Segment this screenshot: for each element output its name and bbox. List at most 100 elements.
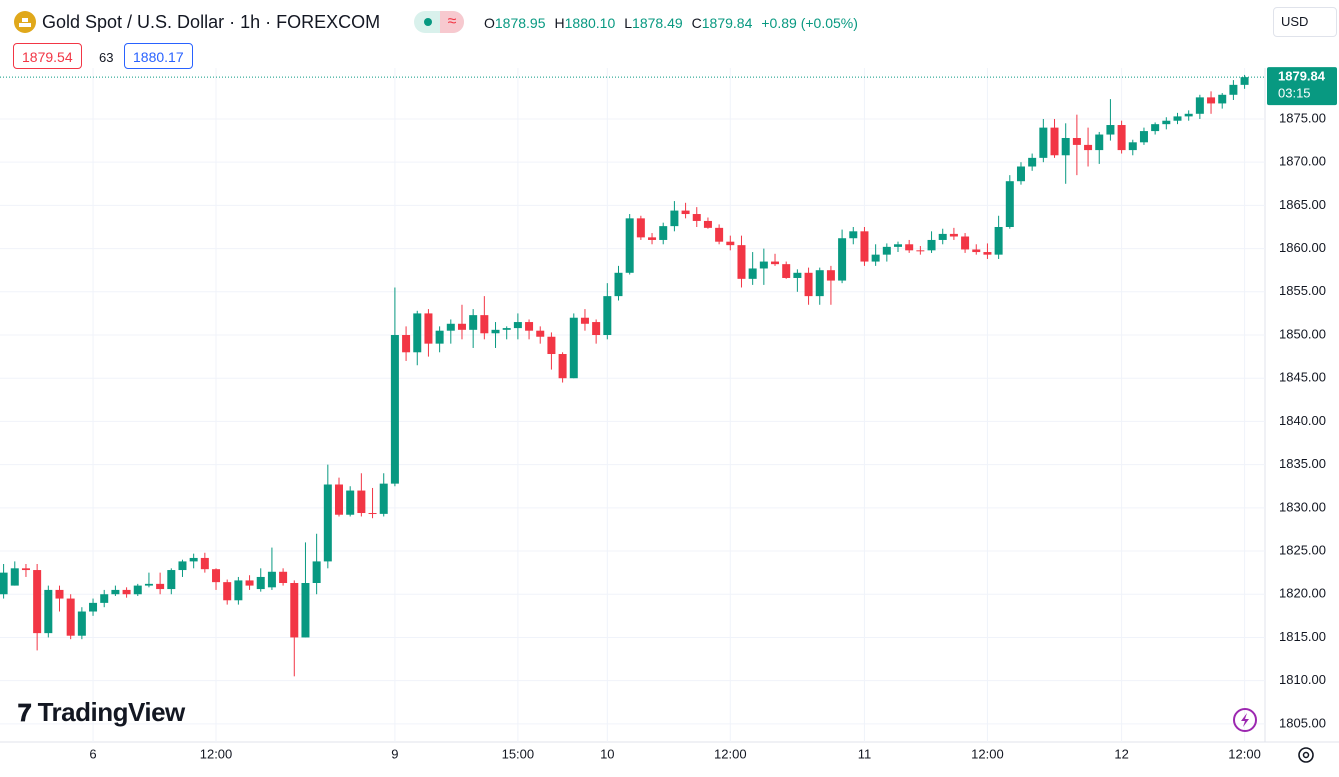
- candle-body: [726, 241, 735, 246]
- candle-body: [357, 490, 366, 514]
- candle-body: [1072, 137, 1081, 145]
- candle-body: [44, 589, 53, 634]
- candle-body: [256, 576, 265, 590]
- candle-body: [536, 330, 545, 337]
- ask[interactable]: 1880.17: [124, 43, 193, 69]
- y-tick-label: 1820.00: [1279, 586, 1326, 601]
- symbol-title: Gold Spot / U.S. Dollar · 1h · FOREXCOM: [42, 12, 381, 32]
- candle-body: [10, 568, 19, 586]
- candle-body: [379, 483, 388, 514]
- candle-body: [1139, 131, 1148, 143]
- candle-body: [894, 244, 902, 247]
- candle-body: [983, 252, 992, 255]
- candle-body: [592, 322, 601, 336]
- candle-body: [759, 261, 768, 269]
- candle-body: [1184, 113, 1193, 117]
- candle-body: [55, 589, 64, 599]
- candle-body: [402, 335, 411, 353]
- countdown: 03:15: [1278, 86, 1311, 101]
- candle-body: [547, 336, 556, 355]
- y-tick-label: 1875.00: [1279, 110, 1326, 125]
- candle-body: [200, 557, 209, 570]
- bid[interactable]: 1879.54: [13, 43, 82, 69]
- y-tick-label: 1865.00: [1279, 197, 1326, 212]
- candle-body: [1061, 137, 1070, 156]
- x-tick-label: 12: [1114, 746, 1128, 761]
- candle-body: [860, 231, 869, 262]
- candle-body: [782, 264, 791, 278]
- lightning-icon[interactable]: [1232, 707, 1258, 733]
- candle-body: [89, 602, 98, 612]
- candle-body: [580, 317, 589, 324]
- candle-body: [111, 589, 120, 595]
- candle-body: [301, 583, 310, 638]
- candle-body: [469, 315, 478, 330]
- candle-body: [502, 328, 511, 330]
- candle-body: [435, 330, 444, 344]
- candle-body: [525, 322, 534, 331]
- candle-body: [279, 571, 288, 584]
- candle-body: [267, 571, 276, 588]
- candle-body: [558, 354, 567, 379]
- candle-body: [312, 561, 321, 584]
- candle-body: [480, 315, 489, 334]
- x-tick-label: 12:00: [714, 746, 747, 761]
- candle-body: [972, 249, 981, 253]
- candle-body: [603, 296, 612, 336]
- y-tick-label: 1845.00: [1279, 370, 1326, 385]
- currency[interactable]: USD: [1273, 7, 1337, 37]
- candle-body: [368, 513, 377, 515]
- candle-body: [1229, 84, 1238, 95]
- candle-body: [703, 220, 712, 228]
- ohlc-label: C: [691, 15, 702, 31]
- candle-body: [346, 490, 355, 515]
- candle-body: [648, 237, 657, 240]
- y-tick-label: 1825.00: [1279, 542, 1326, 557]
- candle-body: [938, 233, 947, 240]
- x-tick-label: 15:00: [502, 746, 535, 761]
- y-tick-label: 1840.00: [1279, 413, 1326, 428]
- ohlc-value: 1879.84: [701, 15, 753, 31]
- candle-body: [513, 322, 522, 329]
- ohlc-legend: O1878.95 H1880.10 L1878.49 C1879.84 +0.89 (+…: [484, 15, 858, 31]
- candle-body: [614, 272, 623, 297]
- settings-icon[interactable]: [1296, 745, 1316, 765]
- candle-body: [961, 236, 970, 250]
- market-status[interactable]: ≈: [414, 11, 464, 33]
- candle-body: [446, 323, 455, 331]
- y-tick-label: 1815.00: [1279, 629, 1326, 644]
- candle-body: [882, 246, 891, 255]
- candle-body: [1016, 166, 1025, 182]
- candle-body: [569, 317, 578, 379]
- candle-body: [1028, 157, 1037, 167]
- candle-body: [681, 210, 690, 215]
- header: Gold Spot / U.S. Dollar · 1h · FOREXCOM …: [0, 0, 1339, 69]
- candle-body: [413, 313, 422, 353]
- candle-body: [21, 568, 30, 571]
- candle-body: [826, 270, 835, 281]
- candle-body: [77, 611, 86, 636]
- candle-body: [838, 238, 847, 281]
- last-price-label: 1879.84: [1278, 69, 1326, 84]
- candle-body: [625, 218, 634, 273]
- brand-logo: 𝟕 TradingView: [18, 697, 185, 727]
- candle-body: [457, 323, 466, 330]
- candle-body: [1195, 97, 1204, 114]
- candle-body: [715, 227, 724, 242]
- candle-body: [1218, 94, 1227, 104]
- candle-body: [133, 585, 142, 595]
- x-tick-label: 11: [858, 746, 872, 761]
- candle-body: [33, 570, 42, 634]
- y-tick-label: 1835.00: [1279, 456, 1326, 471]
- candle-body: [424, 313, 433, 344]
- candle-body: [659, 226, 668, 240]
- candle-body: [1005, 181, 1014, 227]
- ohlc-value: 1878.95: [494, 15, 546, 31]
- candle-body: [167, 570, 176, 590]
- candle-body: [100, 594, 109, 603]
- candle-body: [1173, 116, 1182, 121]
- x-tick-label: 6: [89, 746, 96, 761]
- x-tick-label: 10: [600, 746, 614, 761]
